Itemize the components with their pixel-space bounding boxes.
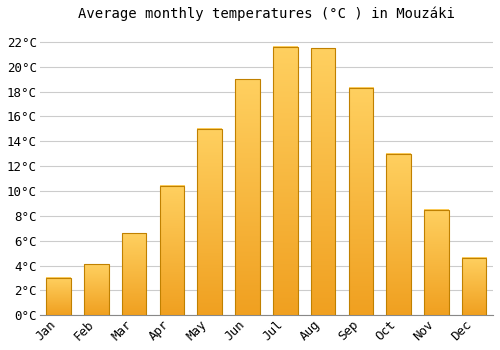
Bar [122,233,146,315]
Bar [311,48,336,315]
Bar [46,278,71,315]
Bar [198,129,222,315]
Bar [348,88,373,315]
Bar [386,154,411,315]
Title: Average monthly temperatures (°C ) in Mouzáki: Average monthly temperatures (°C ) in Mo… [78,7,455,21]
Bar [235,79,260,315]
Bar [273,47,297,315]
Bar [84,264,108,315]
Bar [160,186,184,315]
Bar [462,258,486,315]
Bar [424,210,448,315]
